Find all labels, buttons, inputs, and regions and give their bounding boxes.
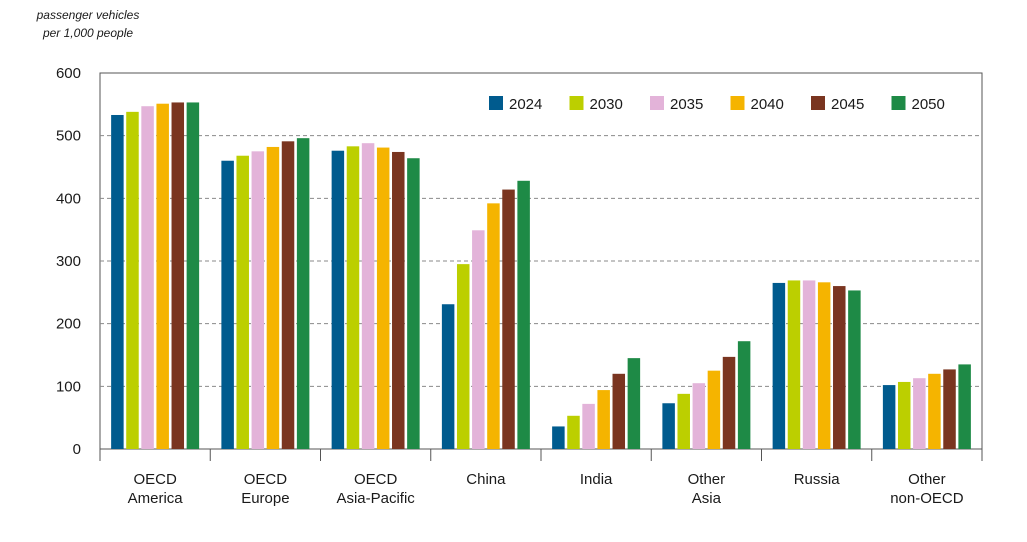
bar — [407, 158, 420, 450]
bar — [502, 189, 515, 449]
bar — [141, 106, 154, 450]
y-axis-unit-line-2: per 1,000 people — [42, 26, 134, 40]
bar — [882, 385, 896, 449]
bar — [567, 415, 580, 449]
bars — [111, 102, 971, 450]
bar — [707, 370, 721, 449]
bar — [456, 264, 470, 449]
legend-label: 2030 — [590, 96, 623, 113]
y-axis-unit-line-1: passenger vehicles — [36, 8, 140, 22]
bar — [958, 364, 971, 449]
bar — [677, 393, 690, 449]
bar — [441, 304, 455, 449]
bar — [612, 373, 626, 449]
bar — [376, 147, 390, 449]
legend-swatch — [489, 96, 503, 110]
bar — [156, 103, 169, 450]
y-tick-label: 0 — [73, 441, 81, 458]
x-tick-label: China — [466, 471, 506, 488]
bar — [913, 378, 926, 449]
bar — [802, 280, 816, 449]
legend-label: 2035 — [670, 96, 703, 113]
bar — [221, 160, 234, 450]
bar — [266, 146, 280, 449]
axes: 0 100 200 300 400 500 600 OECD America OECD Europe… — [56, 65, 983, 507]
x-tick-label: Other Asia — [688, 471, 726, 507]
bar — [817, 282, 831, 449]
bar — [487, 203, 500, 449]
bar — [361, 143, 375, 449]
bar — [552, 426, 565, 449]
legend-swatch — [730, 96, 745, 110]
y-tick-label: 500 — [56, 128, 81, 145]
bar — [597, 390, 610, 449]
legend: 2024 2030 2035 2040 2045 2050 — [489, 96, 945, 113]
legend-swatch — [569, 96, 584, 110]
legend-label: 2045 — [831, 96, 864, 113]
y-tick-label: 200 — [56, 316, 81, 333]
bar — [848, 290, 861, 449]
legend-swatch — [811, 96, 825, 110]
bar — [472, 230, 485, 449]
y-tick-label: 100 — [56, 378, 81, 395]
x-tick-label: OECD Asia-Pacific — [336, 471, 415, 507]
y-tick-label: 600 — [56, 65, 81, 82]
bar — [111, 114, 124, 450]
x-tick-label: Other non-OECD — [890, 471, 964, 507]
bar — [251, 151, 265, 449]
bar — [722, 356, 736, 449]
bar — [772, 282, 786, 449]
x-tick-label: Russia — [794, 471, 841, 488]
x-tick-label: OECD America — [128, 471, 184, 507]
legend-label: 2040 — [751, 96, 784, 113]
bar — [392, 151, 405, 449]
bar — [627, 358, 641, 449]
y-axis-unit-label: passenger vehicles per 1,000 people — [4, 6, 172, 42]
bar — [582, 403, 595, 449]
bar — [897, 381, 911, 449]
bar — [186, 102, 200, 449]
y-tick-label: 400 — [56, 190, 81, 207]
bar — [126, 111, 139, 449]
bar — [833, 286, 846, 449]
bar — [517, 180, 530, 450]
legend-swatch — [650, 96, 664, 110]
bar — [236, 155, 249, 449]
x-tick-label: OECD Europe — [241, 471, 289, 507]
bar — [281, 141, 295, 449]
x-tick-label: India — [580, 471, 613, 488]
y-tick-label: 300 — [56, 253, 81, 270]
bar — [331, 150, 345, 449]
legend-label: 2024 — [509, 96, 542, 113]
bar — [296, 138, 310, 450]
bar — [662, 403, 675, 449]
bar — [928, 373, 941, 449]
bar — [787, 280, 801, 449]
legend-label: 2050 — [912, 96, 945, 113]
bar — [943, 369, 956, 449]
legend-swatch — [891, 96, 906, 110]
bar — [171, 102, 185, 449]
bar — [737, 341, 751, 449]
bar — [346, 146, 360, 449]
bar — [692, 383, 706, 449]
